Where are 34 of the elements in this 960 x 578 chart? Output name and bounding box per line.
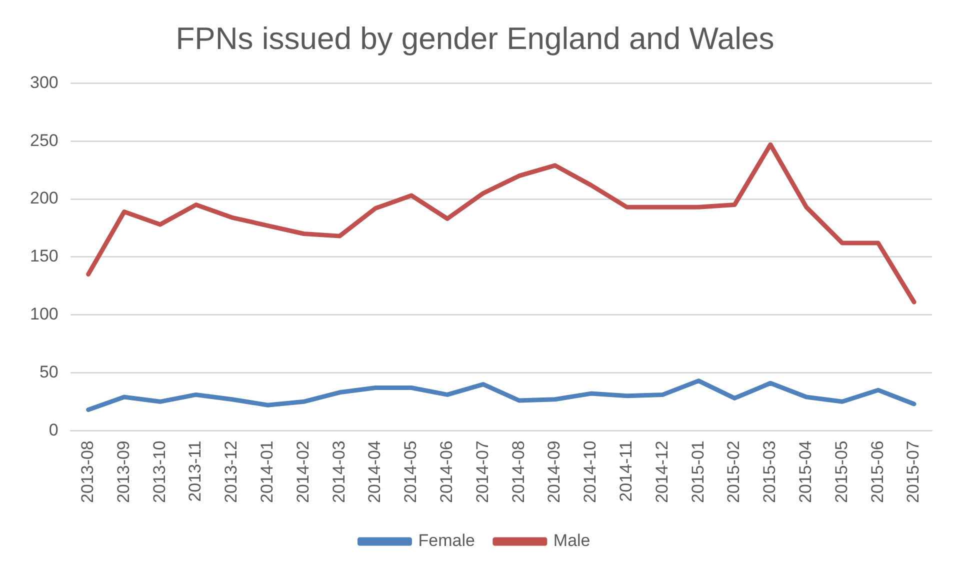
x-tick-label: 2014-05 (401, 440, 420, 503)
x-tick-label: 2014-04 (365, 440, 384, 503)
x-tick-label: 2014-09 (544, 440, 564, 503)
y-tick-label: 50 (39, 362, 58, 382)
x-tick-label: 2013-09 (114, 440, 133, 503)
x-tick-label: 2015-01 (688, 440, 708, 503)
x-tick-label: 2013-10 (150, 440, 169, 503)
x-tick-label: 2014-11 (616, 440, 636, 502)
x-tick-label: 2015-04 (796, 440, 816, 503)
x-tick-label: 2015-05 (832, 440, 851, 503)
y-tick-label: 0 (48, 420, 58, 440)
x-tick-label: 2014-06 (437, 440, 456, 503)
x-tick-label: 2014-03 (329, 440, 348, 503)
x-tick-label: 2014-01 (258, 440, 277, 503)
chart-title: FPNs issued by gender England and Wales (176, 21, 774, 56)
x-tick-label: 2013-08 (78, 440, 97, 503)
x-tick-label: 2014-12 (652, 440, 672, 503)
y-tick-label: 150 (30, 246, 58, 266)
y-tick-label: 100 (30, 304, 58, 324)
y-tick-label: 250 (30, 130, 58, 150)
x-tick-label: 2013-12 (222, 440, 241, 503)
legend-label: Female (418, 531, 475, 550)
x-tick-label: 2015-07 (904, 440, 923, 503)
x-tick-label: 2015-06 (868, 440, 887, 503)
legend-label: Male (553, 531, 590, 550)
x-tick-label: 2014-02 (293, 440, 312, 503)
x-tick-label: 2014-08 (508, 440, 528, 503)
x-tick-label: 2014-07 (472, 440, 492, 503)
y-tick-label: 200 (30, 188, 58, 208)
x-tick-label: 2015-02 (724, 440, 744, 503)
x-tick-label: 2014-10 (580, 440, 600, 503)
y-tick-label: 300 (30, 72, 58, 92)
x-tick-label: 2015-03 (760, 440, 780, 503)
x-tick-label: 2013-11 (186, 440, 205, 502)
